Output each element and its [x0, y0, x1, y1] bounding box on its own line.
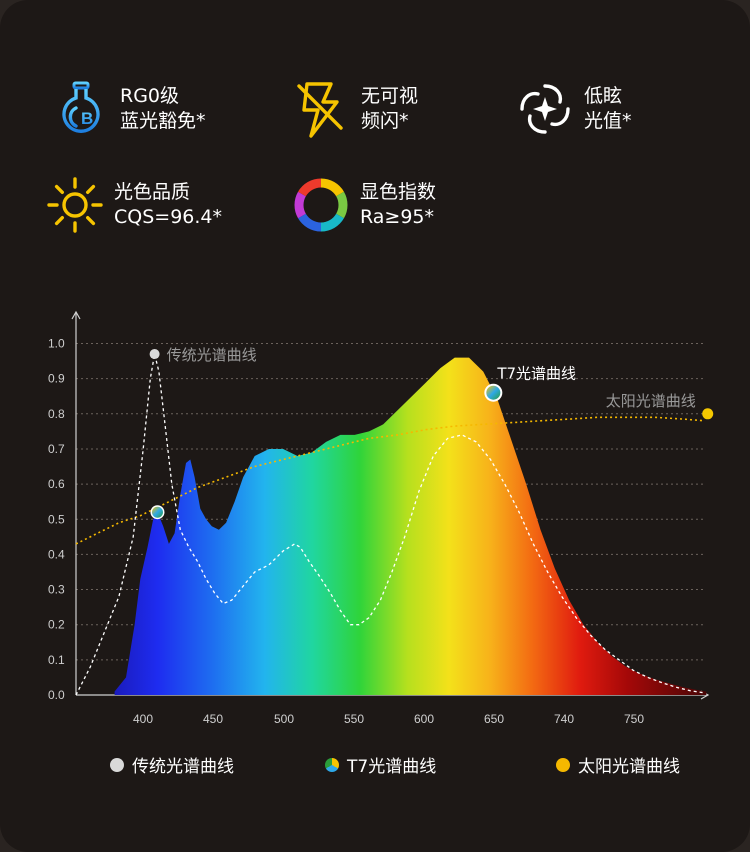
spectrum-chart: 0.0 0.1 0.2 0.3 0.4 0.5 0.6 0.7 0.8 0.9 1.0 400 450…: [48, 310, 714, 726]
feature-rg0-line2: 蓝光豁免*: [120, 110, 206, 132]
x-tick-label: 450: [203, 712, 223, 726]
legend-t7: T7光谱曲线: [325, 752, 436, 777]
legend-sun-swatch: [556, 757, 570, 772]
y-tick-label: 0.8: [48, 407, 65, 421]
y-tick-labels: 0.0 0.1 0.2 0.3 0.4 0.5 0.6 0.7 0.8 0.9 1.0: [48, 337, 65, 703]
feature-low-glare: 低眩光值*: [516, 80, 632, 138]
feature-ra-line1: 显色指数: [360, 181, 437, 203]
y-axis-arrow: [71, 310, 81, 320]
series-layer: [75, 353, 707, 696]
feature-cqs: 光色品质 CQS=96.4*: [46, 176, 222, 234]
traditional-marker: [149, 349, 160, 360]
sun-spectrum-line: [75, 416, 705, 545]
flask-b-icon: B: [62, 81, 100, 133]
color-ring-icon: [294, 178, 348, 232]
t7-annotation: T7光谱曲线: [496, 365, 576, 383]
legend-traditional-label: 传统光谱曲线: [132, 757, 234, 777]
legend-t7-swatch: [325, 757, 339, 772]
sun-marker: [702, 408, 714, 420]
t7-marker-small: [151, 506, 163, 518]
x-tick-label: 750: [624, 712, 644, 726]
y-tick-label: 0.4: [48, 547, 65, 561]
legend-sun: 太阳光谱曲线: [556, 752, 680, 777]
lightning-no-flicker-icon: [297, 82, 343, 138]
svg-text:B: B: [81, 109, 93, 128]
legend-sun-label: 太阳光谱曲线: [578, 757, 680, 777]
x-tick-label: 400: [133, 712, 153, 726]
x-tick-label: 500: [274, 712, 294, 726]
traditional-spectrum-line: [75, 353, 705, 696]
x-tick-label: 740: [554, 712, 574, 726]
y-tick-label: 0.9: [48, 372, 65, 386]
x-tick-label: 550: [344, 712, 364, 726]
feature-ra: 显色指数 Ra≥95*: [292, 176, 436, 234]
x-tick-labels: 400 450 500 550 600 650 740 750: [133, 712, 644, 726]
feature-no-flicker: 无可视频闪*: [293, 80, 418, 138]
y-tick-label: 0.5: [48, 512, 65, 526]
x-tick-label: 650: [484, 712, 504, 726]
legend-traditional: 传统光谱曲线: [110, 752, 234, 777]
t7-spectrum-area: [114, 357, 707, 695]
legend-t7-label: T7光谱曲线: [347, 757, 437, 777]
feature-cqs-line1: 光色品质: [114, 181, 191, 203]
x-tick-label: 600: [414, 712, 434, 726]
legend-traditional-swatch: [110, 757, 124, 772]
y-tick-label: 1.0: [48, 337, 65, 351]
feature-no-flicker-line1: 无可视: [361, 85, 419, 107]
feature-no-flicker-line2: 频闪*: [361, 110, 409, 132]
y-tick-label: 0.1: [48, 653, 65, 667]
feature-rg0: B RG0级蓝光豁免*: [52, 80, 206, 138]
feature-cqs-line2: CQS=96.4*: [114, 206, 223, 228]
feature-low-glare-line2: 光值*: [584, 110, 632, 132]
t7-marker: [486, 385, 501, 400]
y-tick-label: 0.3: [48, 583, 65, 597]
traditional-annotation: 传统光谱曲线: [167, 346, 257, 364]
sun-annotation: 太阳光谱曲线: [606, 392, 696, 410]
y-tick-label: 0.7: [48, 442, 65, 456]
y-tick-label: 0.0: [48, 688, 65, 702]
y-tick-label: 0.6: [48, 477, 65, 491]
y-tick-label: 0.2: [48, 618, 65, 632]
spiral-glare-icon: [520, 84, 570, 134]
feature-rg0-line1: RG0级: [120, 85, 180, 107]
feature-low-glare-line1: 低眩: [584, 85, 623, 107]
feature-ra-line2: Ra≥95*: [360, 206, 435, 228]
sun-icon: [47, 177, 103, 233]
